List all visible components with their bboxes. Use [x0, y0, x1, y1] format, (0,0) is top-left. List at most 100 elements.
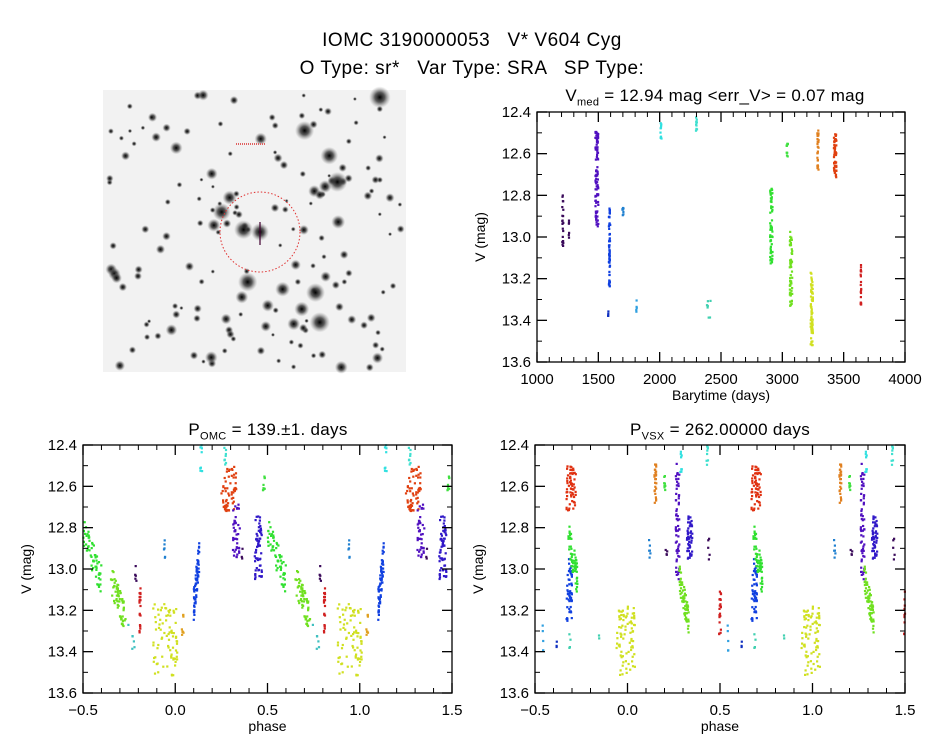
data-point [170, 653, 173, 656]
data-point [232, 496, 235, 499]
data-point [574, 473, 577, 476]
data-point [227, 475, 230, 478]
data-point [284, 564, 287, 567]
x-axis-label: phase [248, 718, 286, 734]
data-point [890, 463, 894, 466]
data-point [607, 310, 610, 313]
data-point [596, 200, 599, 204]
data-point [570, 584, 573, 587]
data-point [555, 640, 558, 643]
data-point [863, 565, 866, 568]
data-point [811, 607, 814, 610]
y-tick-label: 12.4 [502, 104, 531, 121]
data-point [174, 621, 177, 624]
data-point [871, 601, 874, 604]
data-point [377, 586, 380, 589]
data-point [789, 262, 792, 265]
data-point [833, 539, 836, 542]
data-point [221, 489, 224, 493]
data-point [99, 572, 102, 575]
data-point [571, 562, 575, 565]
data-point [608, 223, 612, 226]
data-point [770, 187, 773, 190]
data-point [811, 318, 814, 321]
data-point [686, 531, 689, 534]
star [154, 332, 162, 340]
data-point [690, 519, 693, 523]
data-point [631, 645, 634, 648]
data-point [805, 633, 808, 636]
data-point [139, 627, 142, 630]
data-point [227, 492, 230, 495]
data-point [789, 277, 792, 280]
data-point [152, 644, 155, 647]
data-point [608, 253, 611, 256]
data-point [675, 560, 678, 563]
data-point [596, 219, 599, 222]
title-sub: med [576, 96, 600, 109]
data-point [688, 546, 691, 549]
data-point [255, 515, 258, 518]
data-point [380, 588, 383, 591]
data-point [876, 536, 879, 539]
data-point [811, 612, 814, 615]
data-point [595, 173, 598, 176]
data-point [815, 646, 818, 649]
star [318, 350, 327, 359]
data-point [871, 604, 874, 607]
data-point [789, 263, 792, 266]
data-point [874, 554, 877, 557]
data-point [761, 580, 764, 583]
star [235, 290, 249, 304]
data-point [786, 151, 789, 154]
data-point [808, 633, 811, 636]
data-point [182, 613, 185, 616]
data-point [323, 595, 326, 599]
data-point [224, 480, 227, 483]
data-point [608, 237, 611, 240]
data-point [674, 526, 677, 529]
data-point [840, 499, 843, 502]
data-point [687, 521, 690, 524]
data-point [354, 655, 357, 658]
data-point [654, 485, 657, 488]
data-point [353, 631, 356, 634]
data-point [786, 142, 789, 145]
data-point [198, 551, 201, 554]
data-point [163, 603, 166, 606]
data-point [318, 573, 321, 576]
data-point [807, 637, 810, 640]
data-point [706, 304, 709, 308]
data-point [444, 575, 447, 578]
data-point [120, 622, 123, 625]
data-point [323, 604, 327, 608]
data-point [806, 664, 809, 667]
data-point [419, 555, 423, 558]
data-point [622, 637, 625, 640]
data-point [299, 590, 302, 593]
data-point [448, 487, 451, 490]
data-point [618, 626, 621, 629]
title-rest: = 12.94 mag <err_V> = 0.07 mag [599, 86, 865, 105]
data-point [349, 619, 352, 622]
data-point [818, 665, 821, 668]
data-point [677, 549, 680, 552]
data-point [810, 323, 813, 326]
data-point [566, 477, 569, 480]
data-point [769, 247, 772, 250]
data-point [832, 156, 836, 159]
data-point [753, 568, 756, 571]
data-point [868, 614, 871, 617]
data-point [620, 633, 623, 636]
data-point [323, 624, 326, 627]
data-point [810, 667, 813, 670]
data-point [790, 282, 793, 285]
data-point [193, 586, 196, 589]
data-point [417, 530, 421, 533]
data-point [654, 478, 657, 481]
data-point [260, 529, 263, 532]
data-point [307, 607, 310, 610]
data-point [789, 284, 792, 287]
data-point [596, 149, 599, 152]
data-point [303, 598, 306, 601]
